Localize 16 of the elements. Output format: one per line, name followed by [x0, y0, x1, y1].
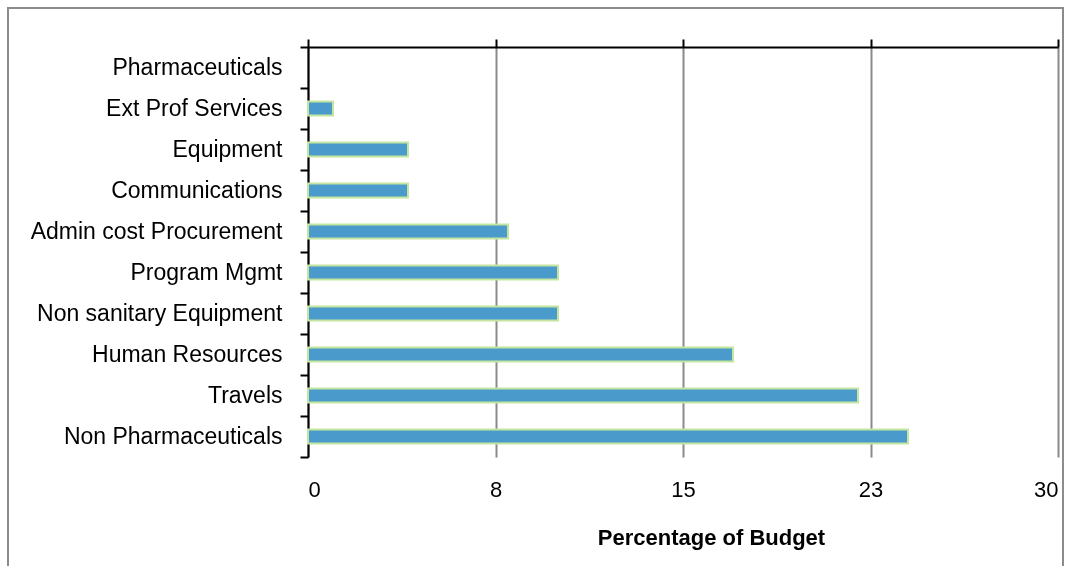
- y-tick-label: Human Resources: [92, 341, 283, 367]
- x-tick-label: 23: [858, 476, 884, 502]
- y-tick-label: Program Mgmt: [130, 259, 284, 285]
- y-tick-label: Ext Prof Services: [106, 95, 283, 121]
- y-tick-label: Non Pharmaceuticals: [63, 423, 283, 449]
- x-tick-label: 8: [489, 476, 503, 502]
- y-tick-label: Admin cost Procurement: [30, 218, 284, 244]
- x-tick-label: 0: [308, 476, 321, 502]
- x-tick-label: 15: [671, 476, 696, 502]
- y-tick-label: Pharmaceuticals: [112, 54, 283, 80]
- x-tick-label: 30: [1034, 476, 1059, 502]
- y-tick-label: Non sanitary Equipment: [37, 300, 284, 326]
- y-tick-label: Travels: [207, 382, 283, 408]
- x-axis-title: Percentage of Budget: [597, 524, 826, 550]
- y-tick-label: Equipment: [172, 136, 284, 162]
- y-tick-label: Communications: [111, 177, 283, 203]
